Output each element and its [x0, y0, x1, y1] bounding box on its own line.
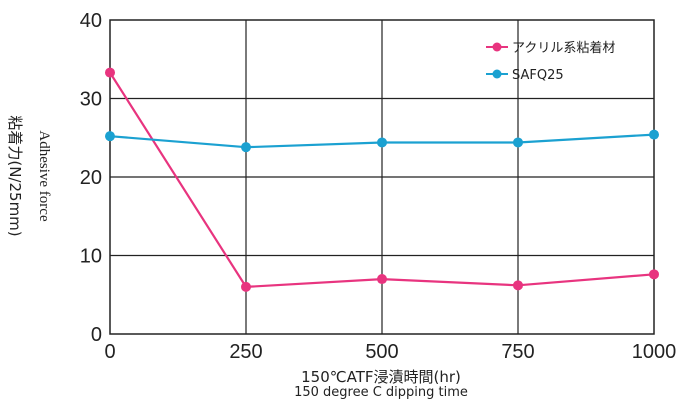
data-point-safq25 — [513, 137, 523, 148]
data-point-safq25 — [241, 142, 251, 153]
x-tick-labels: 0 250 500 750 1000 — [104, 341, 676, 363]
data-point-acrylic — [241, 281, 251, 292]
y-tick-label: 0 — [91, 324, 102, 346]
y-axis-label-en: Adhesive force — [36, 130, 52, 222]
legend-label-safq25: SAFQ25 — [512, 68, 564, 83]
x-tick-label: 500 — [365, 341, 398, 363]
x-tick-label: 250 — [229, 341, 262, 363]
x-tick-label: 750 — [501, 341, 534, 363]
data-point-safq25 — [105, 131, 115, 142]
x-axis-label-jp: 150℃ATF浸漬時間(hr) — [301, 368, 461, 386]
grid-lines — [110, 20, 654, 334]
data-point-safq25 — [377, 137, 387, 148]
x-axis-label-en: 150 degree C dipping time — [294, 385, 468, 399]
legend-marker-safq25 — [492, 69, 502, 79]
y-tick-label: 40 — [80, 10, 102, 32]
x-tick-label: 0 — [104, 341, 115, 363]
y-tick-label: 10 — [80, 246, 102, 268]
y-tick-label: 20 — [80, 167, 102, 189]
y-axis-label-jp: 粘着力(N/25mm) — [6, 115, 24, 236]
data-point-acrylic — [105, 67, 115, 78]
y-tick-label: 30 — [80, 89, 102, 111]
data-point-acrylic — [513, 280, 523, 291]
plot-frame — [109, 19, 655, 335]
legend-marker-acrylic — [492, 42, 502, 52]
data-point-acrylic — [377, 274, 387, 285]
y-tick-labels: 0 10 20 30 40 — [80, 10, 102, 346]
data-point-safq25 — [649, 129, 659, 140]
legend-label-acrylic: アクリル系粘着材 — [512, 40, 615, 56]
series-points — [105, 67, 659, 292]
data-point-acrylic — [649, 269, 659, 280]
legend: アクリル系粘着材 SAFQ25 — [486, 40, 615, 83]
x-tick-label: 1000 — [632, 341, 677, 363]
